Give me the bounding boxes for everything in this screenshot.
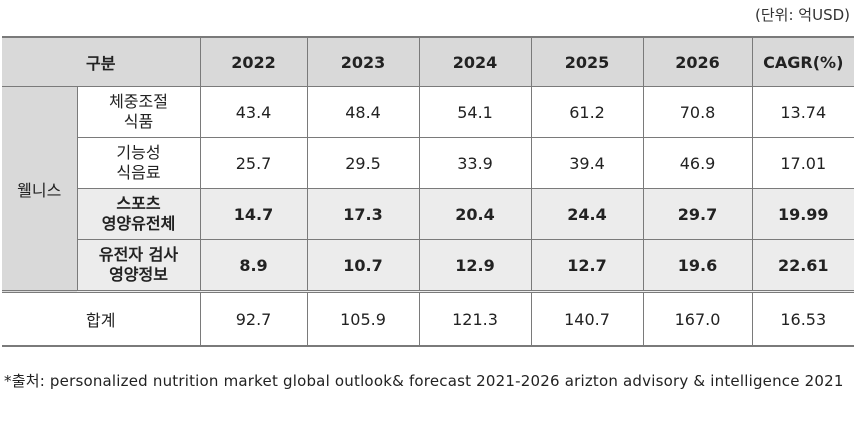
row-item: 기능성 식음료: [76, 137, 201, 189]
row-item: 스포츠 영양유전체: [76, 188, 201, 240]
table-cell: 105.9: [306, 290, 420, 347]
table-cell: 48.4: [306, 86, 420, 138]
source-footnote: *출처: personalized nutrition market globa…: [4, 372, 844, 390]
header-cagr: CAGR(%): [751, 36, 855, 87]
table-cell: 24.4: [530, 188, 644, 240]
table-cell: 29.5: [306, 137, 420, 189]
market-table: 구분 2022 2023 2024 2025 2026 CAGR(%) 웰니스 …: [2, 36, 855, 347]
table-cell: 121.3: [418, 290, 532, 347]
table-cell-cagr: 22.61: [751, 239, 855, 292]
table-cell: 54.1: [418, 86, 532, 138]
table-row: 스포츠 영양유전체 14.7 17.3 20.4 24.4 29.7 19.99: [2, 188, 855, 240]
table-cell: 25.7: [199, 137, 308, 189]
table-cell: 140.7: [530, 290, 644, 347]
table-cell: 12.9: [418, 239, 532, 292]
table-cell: 46.9: [642, 137, 753, 189]
table-cell-cagr: 17.01: [751, 137, 855, 189]
header-year: 2022: [199, 36, 308, 87]
table-cell-cagr: 16.53: [751, 290, 855, 347]
table-cell: 20.4: [418, 188, 532, 240]
table-cell: 19.6: [642, 239, 753, 292]
table-cell: 10.7: [306, 239, 420, 292]
table-cell: 39.4: [530, 137, 644, 189]
table-row: 웰니스 체중조절 식품 43.4 48.4 54.1 61.2 70.8 13.7…: [2, 86, 855, 292]
total-row: 합계 92.7 105.9 121.3 140.7 167.0 16.53: [2, 290, 855, 347]
header-row: 구분 2022 2023 2024 2025 2026 CAGR(%): [2, 36, 855, 87]
table-cell: 17.3: [306, 188, 420, 240]
header-year: 2026: [642, 36, 753, 87]
table-cell: 8.9: [199, 239, 308, 292]
header-year: 2023: [306, 36, 420, 87]
table-row: 기능성 식음료 25.7 29.5 33.9 39.4 46.9 17.01: [2, 137, 855, 189]
unit-label: (단위: 억USD): [755, 6, 850, 24]
header-year: 2024: [418, 36, 532, 87]
table-cell: 14.7: [199, 188, 308, 240]
row-item: 체중조절 식품: [76, 86, 201, 138]
header-year: 2025: [530, 36, 644, 87]
group-label: 웰니스: [2, 86, 78, 292]
table-cell: 43.4: [199, 86, 308, 138]
table-cell: 29.7: [642, 188, 753, 240]
table-cell: 167.0: [642, 290, 753, 347]
table-cell-cagr: 19.99: [751, 188, 855, 240]
table-cell-cagr: 13.74: [751, 86, 855, 138]
row-item: 유전자 검사 영양정보: [76, 239, 201, 292]
header-category: 구분: [2, 36, 201, 87]
table-cell: 92.7: [199, 290, 308, 347]
table-cell: 61.2: [530, 86, 644, 138]
total-label: 합계: [2, 290, 201, 347]
table-cell: 12.7: [530, 239, 644, 292]
table-cell: 70.8: [642, 86, 753, 138]
table-row: 유전자 검사 영양정보 8.9 10.7 12.9 12.7 19.6 22.61: [2, 239, 855, 292]
table-cell: 33.9: [418, 137, 532, 189]
